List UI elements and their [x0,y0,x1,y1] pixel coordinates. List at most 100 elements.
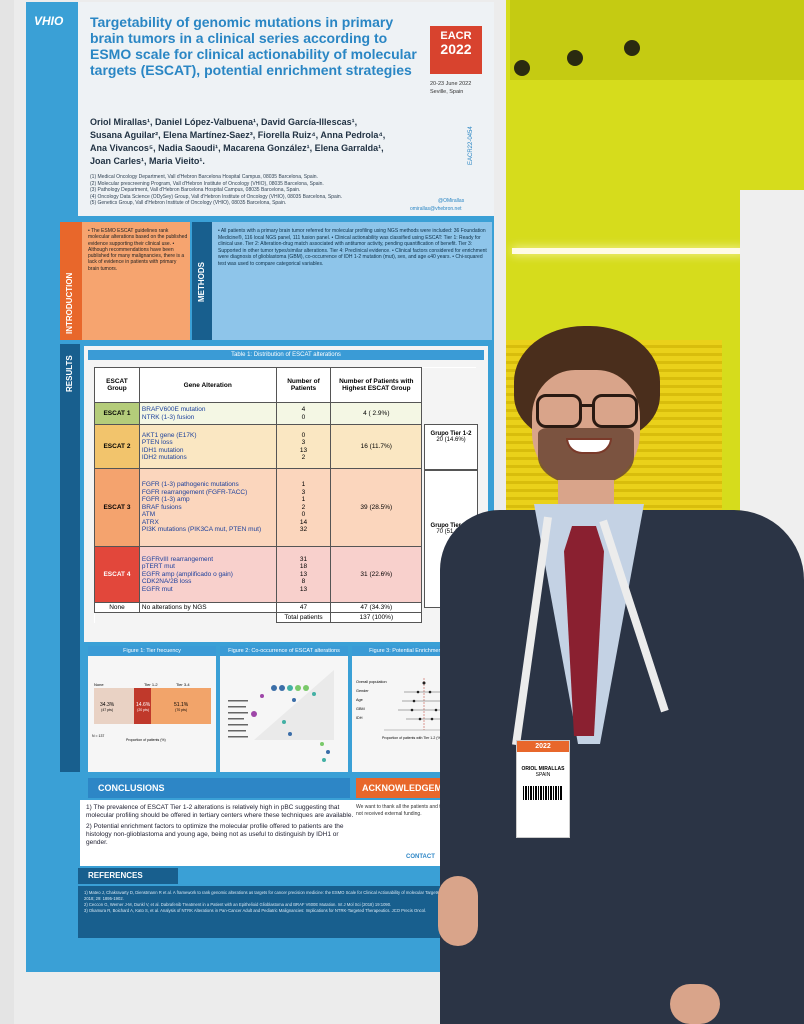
references-body [78,886,486,938]
fig1-bar-tier34 [151,688,211,724]
figure-1: Figure 1: Tier frecuency None Tier 1-2 T… [88,646,216,772]
fig1-cat: Tier 3-4 [176,682,190,687]
fig1-bar-chart [94,688,211,724]
gene-cell: BRAFV600E mutation NTRK (1-3) fusion [138,402,277,425]
highest-cell: 47 (34.3%) [330,602,423,613]
fig1-cat: Tier 1-2 [144,682,158,687]
count-cell: 47 [275,602,332,613]
results-label: RESULTS [65,355,74,392]
conclusions-heading: CONCLUSIONS [88,778,350,798]
person: 2022 ORIOL MIRALLAS SPAIN [430,320,804,1024]
gene-cell: FGFR (1-3) pathogenic mutations FGFR rea… [138,468,277,547]
conclusions-body [80,800,488,866]
methods-text: • All patients with a primary brain tumo… [218,228,487,267]
total-row: Total patients 137 (100%) [94,612,476,623]
methods-label: METHODS [197,262,206,302]
contact-label: CONTACT [406,854,435,860]
fig1-xlabel: Proportion of patients (%) [126,738,166,742]
highest-cell: 4 ( 2.9%) [330,402,423,425]
escat-4-label: ESCAT 4 [94,546,140,603]
total-label: Total patients [275,612,332,623]
acknowledgements-text: We want to thank all the patients and th… [356,804,486,817]
contact-email: omirallas@vhebron.net [410,206,462,212]
figure-1-title: Figure 1: Tier frecuency [88,646,216,656]
glasses-icon [534,392,638,428]
beard [538,428,634,486]
table-row: ESCAT 1 BRAFV600E mutation NTRK (1-3) fu… [94,402,476,425]
barcode-icon [523,786,563,800]
fig1-n: N = 137 [92,734,105,738]
badge-name: ORIOL MIRALLAS [521,766,565,772]
header-gene-alteration: Gene Alteration [138,367,277,403]
poster-affiliations: (1) Medical Oncology Department, Vall d'… [90,174,343,206]
fig1-bar-none [94,688,134,724]
table-title: Table 1: Distribution of ESCAT alteratio… [88,350,484,360]
results-tab: RESULTS [60,344,80,772]
fig3-xlabel: Proportion of patients with Tier 1-2 (%) [382,736,442,740]
escat-table: ESCAT Group Gene Alteration Number of Pa… [94,367,476,623]
twitter-handle: @OMirallas [438,198,465,204]
fig3-rows: Overall population Gender Age GBM IDH [356,680,387,720]
references-heading: REFERENCES [78,868,178,884]
intro-tab: INTRODUCTION [60,222,82,340]
left-hand [438,876,478,946]
fig1-pct: 51.1% (70 pts) [174,702,189,712]
ceiling-light-hole [567,50,583,66]
figure-3-title: Figure 3: Potential Enrichment Factors [352,646,480,656]
ceiling-light-hole [514,60,530,76]
poster-header [78,2,494,216]
table-row: ESCAT 3 FGFR (1-3) pathogenic mutations … [94,468,476,547]
poster-title: Targetability of genomic mutations in pr… [90,14,417,78]
right-hand [670,984,720,1024]
methods-box [212,222,492,340]
badge-country: SPAIN [535,772,551,778]
methods-tab: METHODS [192,222,212,340]
escat-1-label: ESCAT 1 [94,402,140,425]
escat-3-label: ESCAT 3 [94,468,140,547]
count-cell: 4 0 [275,402,332,425]
vhio-logo: VHIO [34,14,64,28]
total-value: 137 (100%) [330,612,423,623]
conclusions-text: 1) The prevalence of ESCAT Tier 1-2 alte… [86,804,356,847]
references-text: 1) Mateo J, Chakravarty D, Dienstmann R … [84,890,479,913]
highest-cell: 39 (28.5%) [330,468,423,547]
tier-group-1-2: Grupo Tier 1-2 20 (14.6%) [424,424,478,470]
gene-cell: No alterations by NGS [138,602,277,613]
count-cell: 0 3 13 2 [275,424,332,469]
eacr-dates: 20-23 June 2022 Seville, Spain [430,81,472,95]
count-cell: 31 18 13 8 13 [275,546,332,603]
light-strip [512,248,746,254]
fig1-cat: None [94,682,104,687]
header-highest-group: Number of Patients with Highest ESCAT Gr… [330,367,423,403]
table-header-row: ESCAT Group Gene Alteration Number of Pa… [94,367,476,623]
abstract-code: EACR22-0454 [468,126,474,165]
highest-cell: 31 (22.6%) [330,546,423,603]
fig1-bar-tier12 [134,688,151,724]
fig2-cooccurrence-matrix [228,670,334,762]
poster-authors: Oriol Mirallas¹, Daniel López-Valbuena¹,… [90,117,386,166]
header-escat-group: ESCAT Group [94,367,140,403]
figure-2-title: Figure 2: Co-occurrence of ESCAT alterat… [220,646,348,656]
table-row: ESCAT 4 EGFRvIII rearrangement pTERT mut… [94,546,476,603]
intro-box [82,222,190,340]
none-label: None [94,602,140,613]
name-badge: 2022 ORIOL MIRALLAS SPAIN [516,740,570,838]
count-cell: 1 3 1 2 0 14 32 [275,468,332,547]
fig1-pct: 34.3% (47 pts) [100,702,115,712]
table-row: ESCAT 2 AKT1 gene (E17K) PTEN loss IDH1 … [94,424,476,469]
ceiling-light-hole [624,40,640,56]
escat-2-label: ESCAT 2 [94,424,140,469]
ceiling [510,0,804,80]
highest-cell: 16 (11.7%) [330,424,423,469]
badge-year: 2022 [517,741,569,752]
conclusion-item: 1) The prevalence of ESCAT Tier 1-2 alte… [86,804,354,819]
fig1-pct: 14.6% (20 pts) [136,702,151,712]
table-row: None No alterations by NGS 47 47 (34.3%) [94,602,476,613]
intro-text: • The ESMO ESCAT guidelines rank molecul… [88,228,188,272]
intro-label: INTRODUCTION [65,272,74,334]
header-number-patients: Number of Patients [275,367,332,403]
gene-cell: AKT1 gene (E17K) PTEN loss IDH1 mutation… [138,424,277,469]
gene-cell: EGFRvIII rearrangement pTERT mut EGFR am… [138,546,277,603]
eacr-logo: EACR 2022 [430,26,482,74]
figure-2: Figure 2: Co-occurrence of ESCAT alterat… [220,646,348,772]
